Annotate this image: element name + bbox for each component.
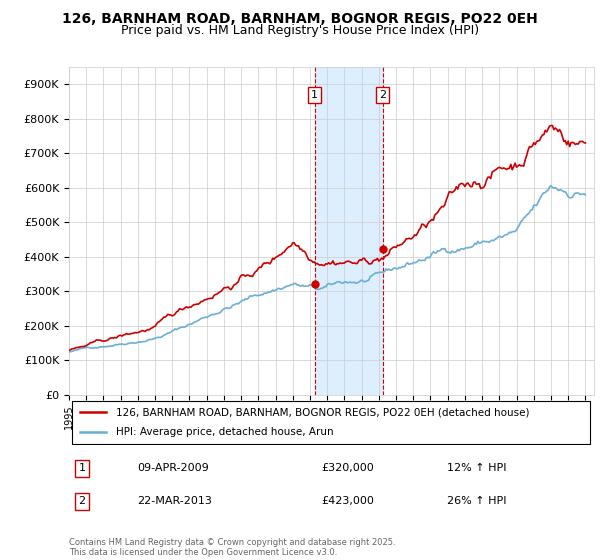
Text: £423,000: £423,000 bbox=[321, 496, 374, 506]
Text: 22-MAR-2013: 22-MAR-2013 bbox=[137, 496, 212, 506]
Text: 1: 1 bbox=[79, 463, 86, 473]
Bar bbox=[314, 67, 383, 395]
Text: 09-APR-2009: 09-APR-2009 bbox=[137, 463, 209, 473]
Text: Price paid vs. HM Land Registry's House Price Index (HPI): Price paid vs. HM Land Registry's House … bbox=[121, 24, 479, 36]
Text: 26% ↑ HPI: 26% ↑ HPI bbox=[447, 496, 506, 506]
Text: Contains HM Land Registry data © Crown copyright and database right 2025.
This d: Contains HM Land Registry data © Crown c… bbox=[69, 538, 395, 557]
Text: £320,000: £320,000 bbox=[321, 463, 374, 473]
Text: HPI: Average price, detached house, Arun: HPI: Average price, detached house, Arun bbox=[116, 427, 334, 437]
Text: 126, BARNHAM ROAD, BARNHAM, BOGNOR REGIS, PO22 0EH (detached house): 126, BARNHAM ROAD, BARNHAM, BOGNOR REGIS… bbox=[116, 407, 530, 417]
Text: 126, BARNHAM ROAD, BARNHAM, BOGNOR REGIS, PO22 0EH: 126, BARNHAM ROAD, BARNHAM, BOGNOR REGIS… bbox=[62, 12, 538, 26]
Text: 2: 2 bbox=[79, 496, 86, 506]
Text: 1: 1 bbox=[311, 90, 318, 100]
Text: 12% ↑ HPI: 12% ↑ HPI bbox=[447, 463, 506, 473]
Text: 2: 2 bbox=[379, 90, 386, 100]
FancyBboxPatch shape bbox=[71, 400, 590, 444]
